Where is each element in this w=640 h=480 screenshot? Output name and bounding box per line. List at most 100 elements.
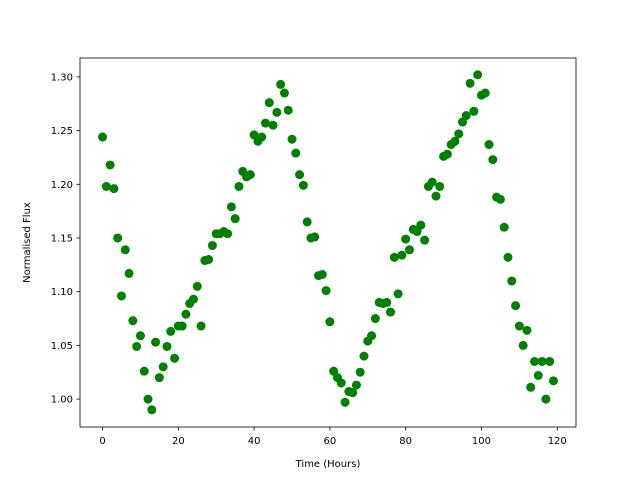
- point: [135, 331, 145, 341]
- point: [473, 70, 483, 80]
- point: [397, 250, 407, 260]
- point: [518, 340, 528, 350]
- point: [143, 394, 153, 404]
- point: [196, 321, 206, 331]
- point: [295, 170, 305, 180]
- point: [272, 107, 282, 117]
- point: [291, 148, 301, 158]
- point: [514, 321, 524, 331]
- point: [109, 184, 119, 194]
- point: [260, 118, 270, 128]
- point: [317, 270, 327, 280]
- point: [389, 252, 399, 262]
- x-tick-label: 100: [472, 436, 491, 447]
- point: [526, 382, 536, 392]
- point: [454, 129, 464, 139]
- point: [226, 202, 236, 212]
- point: [192, 281, 202, 291]
- point: [264, 98, 274, 108]
- y-tick-label: 1.30: [51, 72, 73, 83]
- point: [503, 252, 513, 262]
- point: [484, 140, 494, 150]
- point: [132, 341, 142, 351]
- point: [537, 356, 547, 366]
- y-axis-label: Normalised Flux: [22, 202, 33, 283]
- point: [336, 378, 346, 388]
- x-tick-label: 120: [548, 436, 567, 447]
- point: [204, 254, 214, 264]
- point: [348, 388, 358, 398]
- point: [223, 229, 233, 239]
- point: [321, 286, 331, 296]
- point: [450, 136, 460, 146]
- point: [128, 316, 138, 326]
- point: [480, 88, 490, 98]
- point: [151, 337, 161, 347]
- x-tick-label: 80: [399, 436, 412, 447]
- point: [154, 373, 164, 383]
- point: [382, 297, 392, 307]
- point: [166, 326, 176, 336]
- point: [245, 170, 255, 180]
- point: [530, 356, 540, 366]
- point: [147, 405, 157, 415]
- x-axis-label: Time (Hours): [295, 459, 361, 470]
- point: [257, 132, 267, 142]
- y-tick-label: 1.05: [51, 341, 73, 352]
- point: [310, 232, 320, 242]
- point: [522, 325, 532, 335]
- point: [98, 132, 108, 142]
- point: [393, 289, 403, 299]
- point: [116, 291, 126, 301]
- point: [181, 309, 191, 319]
- point: [162, 341, 172, 351]
- point: [469, 106, 479, 116]
- point: [139, 366, 149, 376]
- point: [370, 314, 380, 324]
- point: [367, 331, 377, 341]
- point: [170, 353, 180, 363]
- point: [442, 149, 452, 159]
- point: [268, 120, 278, 130]
- point: [495, 194, 505, 204]
- y-tick-label: 1.25: [51, 126, 73, 137]
- point: [386, 307, 396, 317]
- y-tick-label: 1.00: [51, 395, 73, 406]
- point: [507, 276, 517, 286]
- point: [416, 220, 426, 230]
- point: [113, 233, 123, 243]
- point: [340, 397, 350, 407]
- point: [548, 376, 558, 386]
- point: [276, 79, 286, 89]
- point: [355, 367, 365, 377]
- point: [287, 134, 297, 144]
- y-tick-label: 1.20: [51, 180, 73, 191]
- x-tick-label: 60: [324, 436, 337, 447]
- point: [359, 351, 369, 361]
- point: [427, 177, 437, 187]
- point: [230, 214, 240, 224]
- point: [404, 245, 414, 255]
- point: [302, 217, 312, 227]
- point: [461, 111, 471, 121]
- point: [188, 294, 198, 304]
- point: [283, 105, 293, 115]
- point: [511, 301, 521, 311]
- point: [420, 235, 430, 245]
- point: [499, 222, 509, 232]
- point: [120, 245, 130, 255]
- point: [234, 181, 244, 191]
- point: [541, 394, 551, 404]
- point: [325, 317, 335, 327]
- y-tick-label: 1.15: [51, 233, 73, 244]
- plot-frame: [79, 57, 577, 428]
- point: [298, 180, 308, 190]
- point: [124, 268, 134, 278]
- x-tick-label: 40: [248, 436, 261, 447]
- point: [101, 181, 111, 191]
- x-tick-label: 20: [172, 436, 185, 447]
- point: [207, 241, 217, 251]
- point: [401, 234, 411, 244]
